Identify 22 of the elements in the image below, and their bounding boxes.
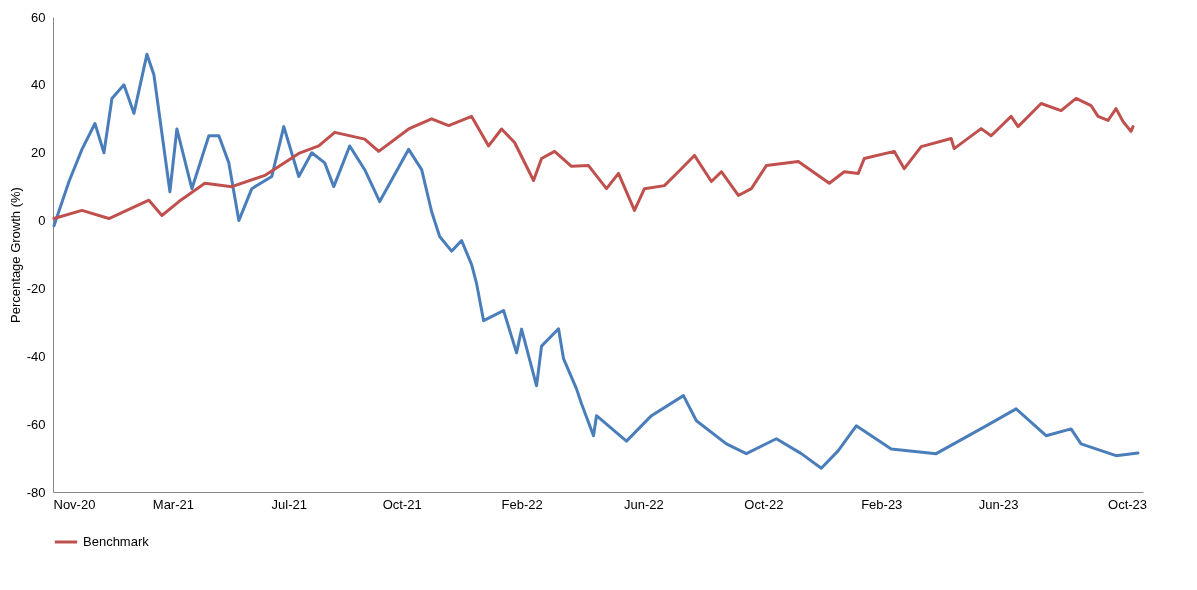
x-tick-label: Mar-21 bbox=[152, 496, 194, 512]
x-tick-label: Jul-21 bbox=[271, 496, 307, 512]
x-tick-label: Feb-22 bbox=[501, 496, 543, 512]
line-series bbox=[52, 52, 1140, 470]
y-tick-label: 20 bbox=[31, 145, 46, 161]
y-tick-label: 40 bbox=[31, 77, 46, 93]
y-tick-label: 0 bbox=[38, 213, 46, 229]
line-series bbox=[52, 96, 1135, 221]
x-tick-label: Oct-21 bbox=[382, 496, 422, 512]
x-tick-label: Feb-23 bbox=[861, 496, 903, 512]
y-tick-label: -40 bbox=[26, 348, 46, 364]
x-tick-label: Jun-23 bbox=[978, 496, 1019, 512]
legend-label: Benchmark bbox=[83, 534, 150, 549]
x-tick-label: Oct-23 bbox=[1108, 496, 1148, 512]
y-tick-label: -20 bbox=[26, 280, 46, 296]
x-tick-label: Jun-22 bbox=[624, 496, 664, 512]
x-tick-label: Oct-22 bbox=[744, 496, 784, 512]
y-tick-label: 60 bbox=[31, 9, 46, 25]
y-tick-label: -60 bbox=[26, 416, 46, 432]
y-axis-title: Percentage Growth (%) bbox=[7, 187, 23, 323]
y-tick-label: -80 bbox=[26, 484, 46, 500]
x-tick-label: Nov-20 bbox=[53, 496, 96, 512]
